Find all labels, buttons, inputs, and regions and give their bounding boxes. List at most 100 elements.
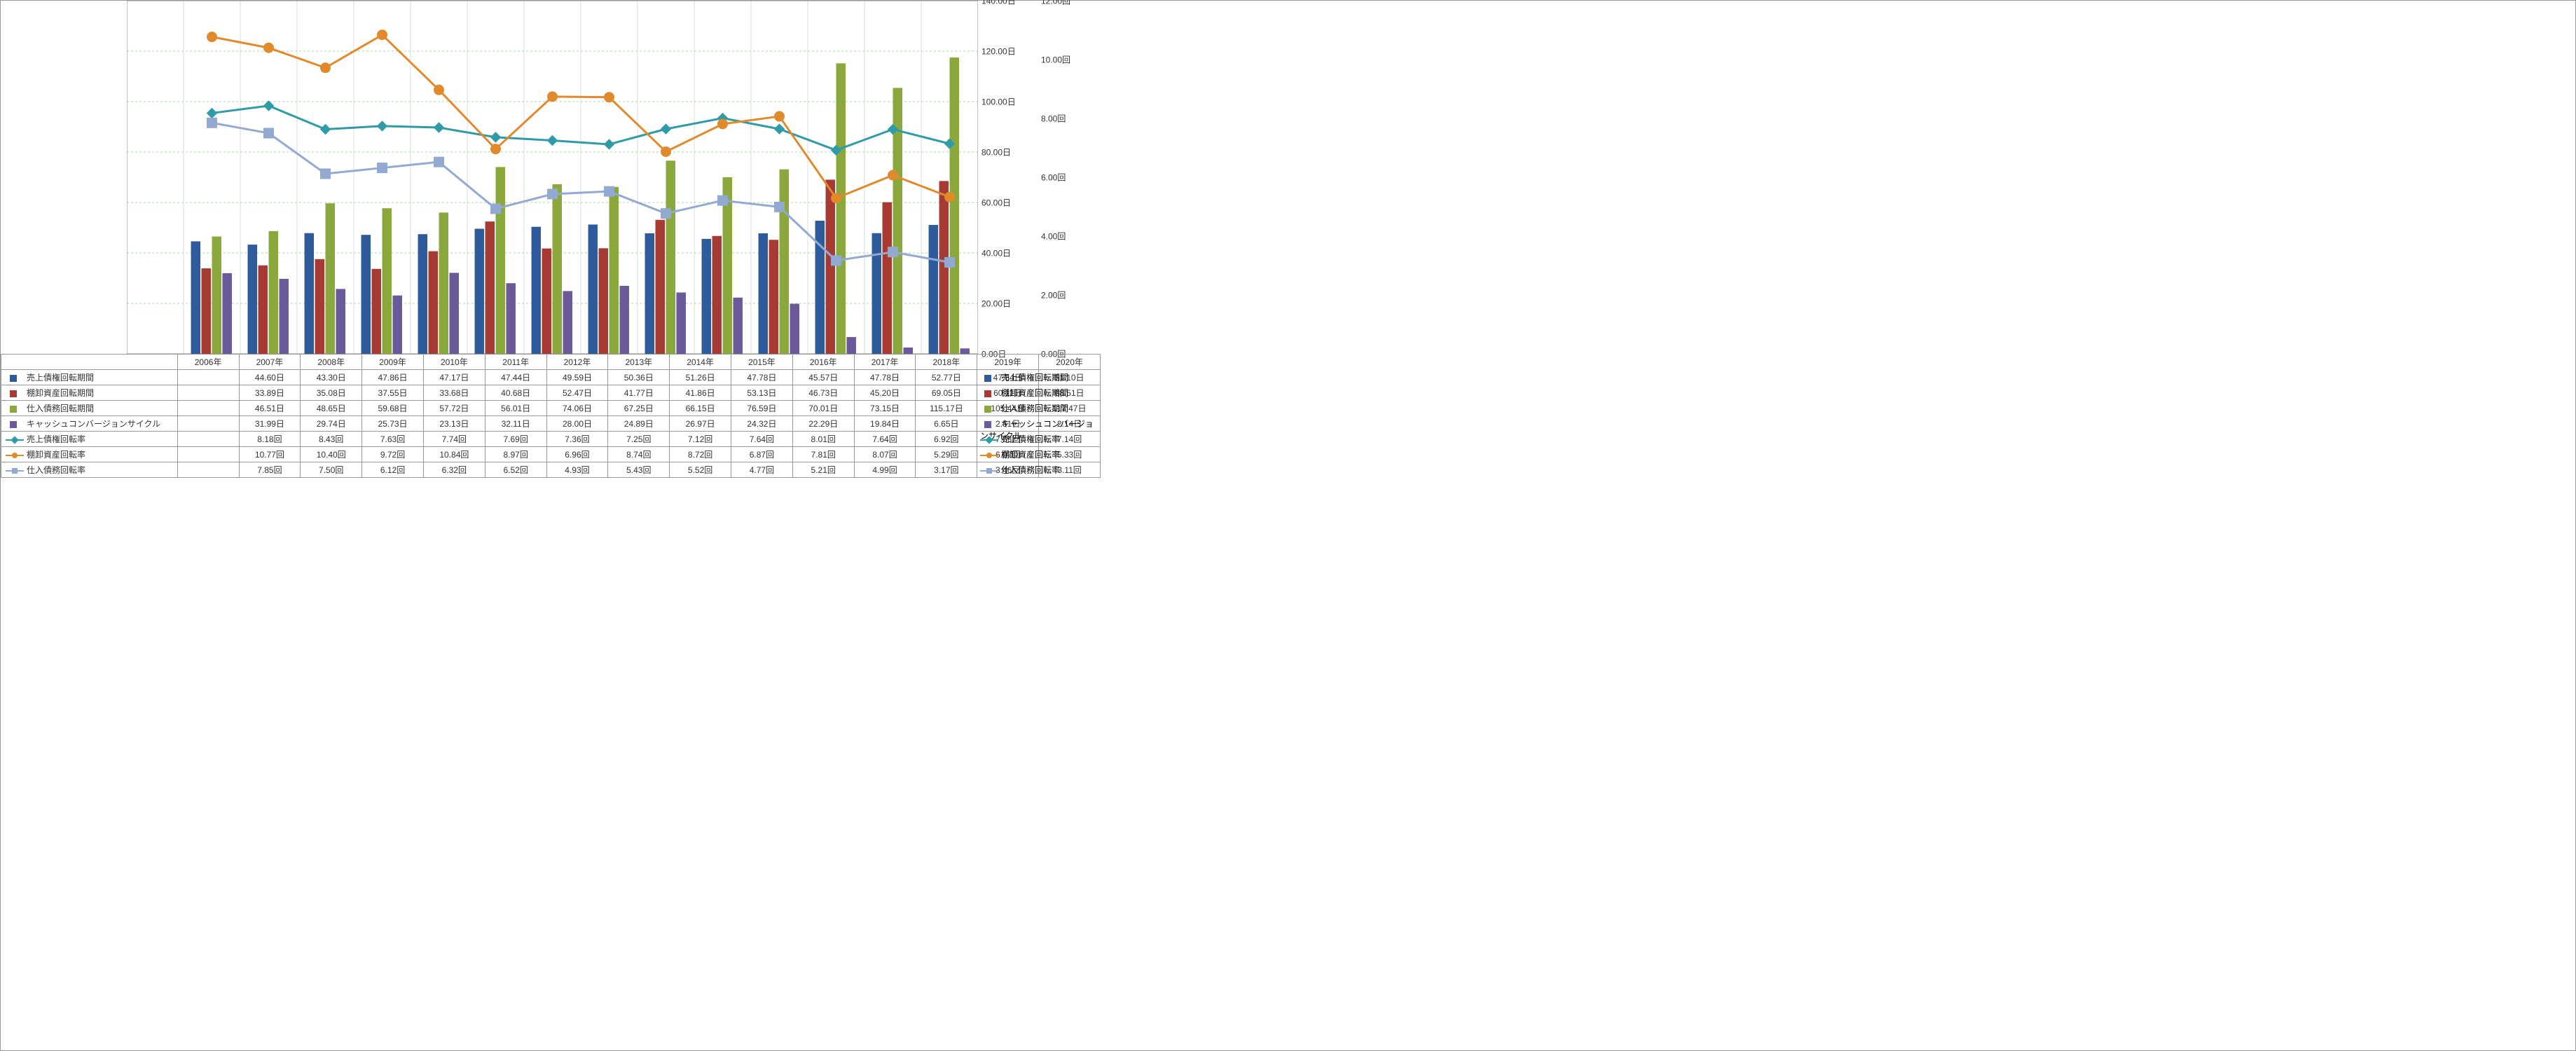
data-cell: 7.69回 <box>485 432 546 447</box>
year-header: 2010年 <box>423 355 485 370</box>
y1-tick: 80.00日 <box>982 146 1011 158</box>
data-cell: 73.15日 <box>854 401 916 416</box>
data-cell: 53.13日 <box>731 385 793 401</box>
data-cell: 47.86日 <box>362 370 424 385</box>
data-cell: 8.74回 <box>608 447 670 462</box>
data-cell: 56.01日 <box>485 401 546 416</box>
y1-tick: 140.00日 <box>982 0 1016 7</box>
legend-item: 仕入債務回転率 <box>980 464 1099 476</box>
row-label: 売上債権回転期間 <box>1 370 178 385</box>
data-cell: 4.93回 <box>546 462 608 478</box>
data-cell: 8.72回 <box>670 447 731 462</box>
legend-item: 売上債権回転率 <box>980 433 1099 445</box>
data-cell: 28.00日 <box>546 416 608 432</box>
y-axis-left-labels: 0.00日20.00日40.00日60.00日80.00日100.00日120.… <box>982 1 1038 354</box>
data-cell: 47.78日 <box>854 370 916 385</box>
year-header: 2015年 <box>731 355 793 370</box>
data-cell: 8.43回 <box>301 432 362 447</box>
y2-tick: 4.00回 <box>1041 231 1066 242</box>
plot-svg <box>127 1 978 354</box>
data-cell: 6.52回 <box>485 462 546 478</box>
data-cell: 7.85回 <box>239 462 301 478</box>
legend-item: 仕入債務回転期間 <box>980 402 1099 414</box>
data-cell: 47.17日 <box>423 370 485 385</box>
data-cell: 45.57日 <box>792 370 854 385</box>
data-cell: 32.11日 <box>485 416 546 432</box>
data-cell: 5.21回 <box>792 462 854 478</box>
data-cell: 48.65日 <box>301 401 362 416</box>
y-axis-right-labels: 0.00回2.00回4.00回6.00回8.00回10.00回12.00回 <box>1041 1 1097 354</box>
data-cell: 26.97日 <box>670 416 731 432</box>
data-cell: 22.29日 <box>792 416 854 432</box>
data-cell: 37.55日 <box>362 385 424 401</box>
y1-tick: 100.00日 <box>982 96 1016 108</box>
data-cell: 8.97回 <box>485 447 546 462</box>
data-cell: 8.07回 <box>854 447 916 462</box>
data-cell: 5.29回 <box>916 447 977 462</box>
data-cell: 7.64回 <box>854 432 916 447</box>
data-cell <box>177 385 239 401</box>
data-cell: 25.73日 <box>362 416 424 432</box>
row-label: 売上債権回転率 <box>1 432 178 447</box>
row-label: 仕入債務回転率 <box>1 462 178 478</box>
data-cell: 29.74日 <box>301 416 362 432</box>
data-cell: 52.77日 <box>916 370 977 385</box>
year-header: 2017年 <box>854 355 916 370</box>
y1-tick: 60.00日 <box>982 197 1011 209</box>
data-cell: 50.36日 <box>608 370 670 385</box>
data-cell: 23.13日 <box>423 416 485 432</box>
data-cell: 8.01回 <box>792 432 854 447</box>
row-label: 仕入債務回転期間 <box>1 401 178 416</box>
year-header: 2018年 <box>916 355 977 370</box>
data-cell: 70.01日 <box>792 401 854 416</box>
chart-container: 0.00日20.00日40.00日60.00日80.00日100.00日120.… <box>0 0 2576 1051</box>
y2-tick: 10.00回 <box>1041 54 1070 66</box>
data-cell: 4.77回 <box>731 462 793 478</box>
data-cell: 6.96回 <box>546 447 608 462</box>
data-cell: 6.65日 <box>916 416 977 432</box>
data-cell: 24.32日 <box>731 416 793 432</box>
data-cell: 7.74回 <box>423 432 485 447</box>
data-cell: 7.63回 <box>362 432 424 447</box>
data-cell: 5.43回 <box>608 462 670 478</box>
data-cell: 67.25日 <box>608 401 670 416</box>
data-cell: 47.78日 <box>731 370 793 385</box>
legend-item: 棚卸資産回転率 <box>980 448 1099 460</box>
data-cell: 43.30日 <box>301 370 362 385</box>
data-cell: 6.92回 <box>916 432 977 447</box>
y1-tick: 20.00日 <box>982 298 1011 310</box>
plot-area <box>127 1 978 354</box>
y2-tick: 6.00回 <box>1041 172 1066 184</box>
data-cell: 31.99日 <box>239 416 301 432</box>
data-cell: 7.36回 <box>546 432 608 447</box>
data-cell: 7.12回 <box>670 432 731 447</box>
year-header: 2012年 <box>546 355 608 370</box>
year-header: 2014年 <box>670 355 731 370</box>
year-header: 2019年 <box>977 355 1039 370</box>
data-cell: 115.17日 <box>916 401 977 416</box>
data-cell: 57.72日 <box>423 401 485 416</box>
data-cell: 45.20日 <box>854 385 916 401</box>
data-cell: 44.60日 <box>239 370 301 385</box>
year-header: 2007年 <box>239 355 301 370</box>
data-cell: 40.68日 <box>485 385 546 401</box>
data-cell: 49.59日 <box>546 370 608 385</box>
row-label: 棚卸資産回転率 <box>1 447 178 462</box>
data-cell: 9.72回 <box>362 447 424 462</box>
year-header: 2020年 <box>1039 355 1101 370</box>
data-cell <box>177 370 239 385</box>
data-cell: 51.26日 <box>670 370 731 385</box>
data-cell: 41.77日 <box>608 385 670 401</box>
table-corner <box>1 355 178 370</box>
data-cell: 7.25回 <box>608 432 670 447</box>
data-cell: 76.59日 <box>731 401 793 416</box>
data-cell: 66.15日 <box>670 401 731 416</box>
y2-tick: 8.00回 <box>1041 113 1066 125</box>
data-cell <box>177 462 239 478</box>
data-cell: 4.99回 <box>854 462 916 478</box>
y2-tick: 12.00回 <box>1041 0 1070 7</box>
data-cell: 35.08日 <box>301 385 362 401</box>
year-header: 2008年 <box>301 355 362 370</box>
year-header: 2009年 <box>362 355 424 370</box>
data-cell: 59.68日 <box>362 401 424 416</box>
